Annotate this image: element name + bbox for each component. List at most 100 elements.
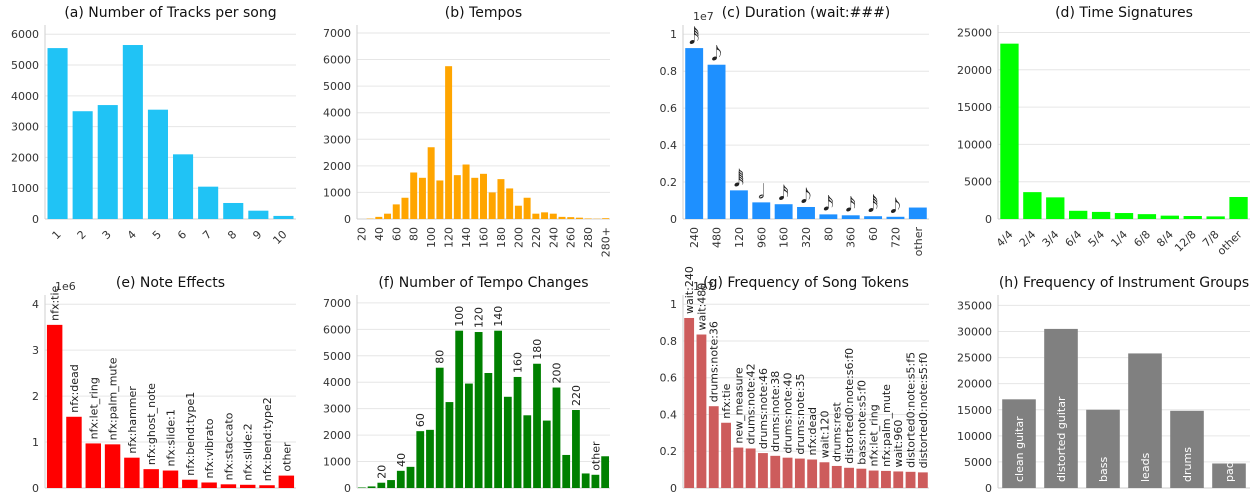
bar [162,470,179,488]
bar [494,330,502,488]
x-tick-label: 6/8 [1131,228,1153,250]
x-tick-label: 100 [425,227,438,248]
y-tick-label: 0 [985,482,992,495]
bar [462,164,470,219]
bar-label: new_measure [732,367,745,443]
bar [908,207,927,219]
bar [917,472,928,488]
bar [696,334,707,488]
y-tick-label: 20000 [957,378,992,391]
bar [104,444,121,488]
x-tick-label: 2/4 [1017,228,1039,250]
x-tick-label: 120 [733,227,746,248]
x-tick-label: 480 [711,227,724,248]
y-tick-label: 25000 [957,26,992,39]
bar [401,197,409,219]
bar-label: drums:note:38 [769,371,782,452]
bar-label: drums:note:46 [757,368,770,449]
x-tick-label: 9 [250,228,264,242]
bar [1044,328,1078,488]
bar-label: nfx:palm_mute [107,357,120,440]
chart-title: (d) Time Signatures [1055,5,1193,21]
bar [558,216,566,219]
bar [427,147,435,219]
bar [471,177,479,219]
chart-c: 0 0.2 0.4 0.6 0.8 1 (c) Duration (wait:###) 1e7… [660,5,929,257]
x-tick-label: 3/4 [1040,228,1062,250]
bar [392,204,400,219]
bar [484,372,493,488]
bar [1128,353,1162,488]
bar [523,197,531,219]
y-tick-label: 0.8 [660,65,678,78]
y-tick-label: 2000 [323,429,351,442]
y-scale-label: 1e7 [693,10,714,23]
bar [97,105,118,219]
bar [856,468,867,488]
bar-label: drums:note:36 [708,321,721,402]
y-tick-label: 3000 [323,133,351,146]
bar [797,206,815,219]
bar [406,466,415,488]
y-tick-label: 5000 [964,176,992,189]
bar [435,367,444,488]
y-tick-label: 0 [670,482,677,495]
bar [259,485,275,488]
x-tick-label: 10 [270,228,289,247]
x-tick-label: 3 [100,228,114,242]
y-tick-label: 20000 [957,64,992,77]
bar-label: nfx:dead [806,407,819,456]
bar [455,330,464,488]
bar [426,429,434,488]
bar [584,218,592,219]
bar [601,456,610,488]
bar-label: leads [1139,452,1152,482]
bar [1086,409,1120,488]
x-tick-label: 260 [565,227,578,248]
bar [541,212,549,219]
bar [445,66,453,220]
bar-label: distorted0:note:s6:f0 [843,348,856,464]
bar [474,332,483,488]
x-tick-label: 160 [478,227,491,248]
bar [248,210,269,219]
chart-title: (f) Number of Tempo Changes [378,275,588,291]
bar [1114,213,1134,219]
x-tick-label: 60 [867,227,880,241]
bar [1000,43,1019,220]
bar [198,186,219,219]
bar [1137,214,1157,219]
bar-label: nfx:hammer [126,386,139,454]
bar [182,479,198,488]
bar [707,64,726,219]
chart-title: (h) Frequency of Instrument Groups [999,275,1249,291]
bar-label: wait:120 [818,410,831,458]
bar [575,217,583,219]
bar [1160,215,1179,219]
bar-label: nfx:bend:type2 [261,397,274,481]
y-tick-label: 0.6 [660,372,678,385]
x-tick-label: 80 [408,227,421,241]
y-tick-label: 0 [670,213,677,226]
bar-label: 120 [473,307,486,328]
bar [1212,463,1246,488]
bar [418,177,426,219]
bar [794,458,805,488]
bar [819,214,838,219]
note-symbol: 𝅘𝅥𝅰 [868,193,878,217]
bar-label: 140 [492,306,505,327]
y-tick-label: 7000 [323,27,351,40]
bar-label: nfx:slide:1 [165,409,178,466]
bar [1091,211,1111,219]
y-tick-label: 25000 [957,352,992,365]
y-tick-label: 1000 [11,182,39,195]
note-symbol: 𝅘𝅥𝅰 [689,25,699,49]
note-symbol: 𝅘𝅥𝅯 [846,192,856,216]
y-tick-label: 10000 [957,430,992,443]
chart-title: (c) Duration (wait:###) [722,5,891,21]
chart-title: (b) Tempos [445,5,522,21]
x-tick-label: other [912,227,925,257]
y-tick-label: 6000 [323,323,351,336]
